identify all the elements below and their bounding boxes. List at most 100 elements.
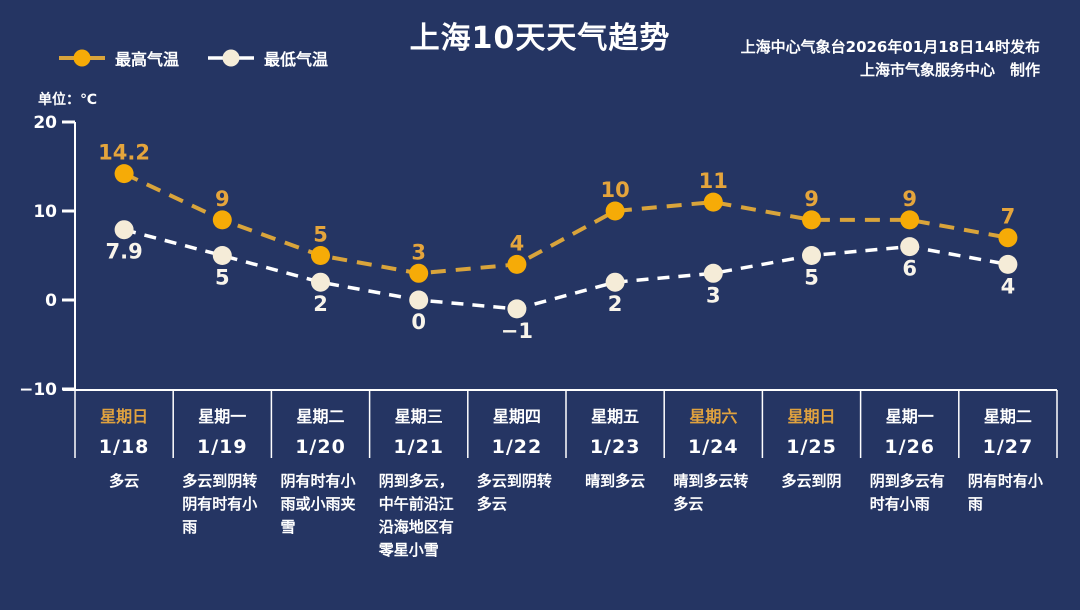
weather-text: 多云 [109,472,140,490]
low-temp-point [311,272,330,292]
day-column: 星期五 1/23 晴到多云 [566,390,664,562]
weekday-label: 星期四 [492,407,541,426]
weather-forecast: 阴有时有小雨 [959,470,1057,516]
high-temp-point [114,164,134,184]
weekday-label: 星期三 [394,407,443,426]
day-column: 星期一 1/26 阴到多云有时有小雨 [861,390,959,562]
weather-text: 多云到阴转多云 [476,472,552,513]
date-label: 1/26 [884,436,936,458]
day-columns: 星期日 1/18 多云 星期一 1/19 多云到阴转阴有时有小雨 星期二 1/2… [75,390,1057,562]
high-temp-point [605,201,625,221]
high-temp-value: 9 [902,187,917,211]
weather-forecast: 阴到多云，中午前沿江沿海地区有零星小雪 [370,470,468,562]
day-column: 星期三 1/21 阴到多云，中午前沿江沿海地区有零星小雪 [370,390,468,562]
low-temp-value: 5 [804,266,819,290]
high-temp-value: 3 [411,240,426,264]
high-temp-value: 4 [510,231,525,255]
low-temp-value: 4 [1001,274,1016,298]
legend-label-high: 最高气温 [115,50,180,69]
low-temp-value: 5 [215,266,230,290]
low-temp-legend-marker-icon [208,49,255,67]
weather-forecast: 多云到阴转阴有时有小雨 [173,470,271,539]
y-tick-label: 10 [33,202,57,222]
high-temp-point [212,210,232,230]
weather-text: 晴到多云 [585,472,646,490]
low-temp-point [802,246,821,265]
high-temp-point [802,210,821,230]
publisher-line1: 上海中心气象台2026年01月18日14时发布 [740,38,1040,56]
low-temp-point [998,254,1018,274]
weather-text: 阴到多云，中午前沿江沿海地区有零星小雪 [378,472,454,559]
weather-text: 多云到阴转阴有时有小雨 [182,472,258,536]
weather-text: 阴到多云有时有小雨 [869,472,945,513]
date-label: 1/21 [393,436,445,458]
low-temp-value: 2 [313,292,328,316]
high-temp-legend-marker-icon [59,49,105,67]
page-title: 上海10天天气趋势 [409,21,671,56]
chart-legend: 最高气温 最低气温 [58,46,328,70]
weather-forecast: 阴有时有小雨或小雨夹雪 [271,470,369,539]
weekday-label: 星期六 [689,407,738,426]
date-label: 1/27 [982,436,1034,458]
weekday-label: 星期一 [885,407,934,426]
day-column: 星期日 1/25 多云到阴 [762,390,860,562]
day-column: 星期一 1/19 多云到阴转阴有时有小雨 [173,390,271,562]
date-label: 1/24 [688,436,739,458]
high-temp-value: 10 [600,178,629,202]
high-temp-point [409,263,429,283]
date-label: 1/25 [786,436,837,458]
weather-text: 晴到多云转多云 [673,472,749,513]
day-column: 星期六 1/24 晴到多云转多云 [664,390,762,562]
weekday-label: 星期日 [100,407,149,426]
weekday-label: 星期二 [296,407,345,426]
low-temp-value: −1 [501,319,533,343]
high-temp-point [900,210,920,230]
weather-forecast: 晴到多云转多云 [664,470,762,516]
low-temp-point [212,246,232,265]
day-column: 星期日 1/18 多云 [75,390,173,562]
weekday-label: 星期五 [591,407,640,426]
low-temp-point [114,220,134,240]
y-tick-label: 0 [45,291,57,311]
low-temp-value: 3 [706,283,721,307]
publisher-info: 上海中心气象台2026年01月18日14时发布 上海市气象服务中心 制作 [741,36,1040,82]
high-temp-value: 5 [313,223,328,247]
low-temp-value: 0 [411,310,426,334]
low-temp-value: 2 [608,292,623,316]
low-temp-point [900,237,920,257]
date-label: 1/23 [589,436,641,458]
high-temp-value: 9 [804,187,819,211]
date-label: 1/18 [98,436,150,458]
weather-forecast: 晴到多云 [566,470,664,493]
low-temp-value: 7.9 [105,240,142,264]
date-label: 1/22 [491,436,543,458]
publisher-line2: 上海市气象服务中心 制作 [859,61,1040,79]
day-column: 星期四 1/22 多云到阴转多云 [468,390,566,562]
high-temp-value: 14.2 [98,141,150,165]
unit-label: 单位：℃ [38,92,97,108]
date-label: 1/20 [295,436,346,458]
high-temp-value: 11 [699,169,728,193]
weather-forecast: 多云到阴转多云 [468,470,566,516]
date-label: 1/19 [197,436,248,458]
high-temp-line [123,171,1009,276]
low-temp-line [123,228,1009,311]
day-column: 星期二 1/20 阴有时有小雨或小雨夹雪 [271,390,369,562]
weather-forecast: 多云 [75,470,173,493]
weekday-label: 星期一 [198,407,247,426]
y-tick-label: −10 [19,380,57,400]
high-temp-value: 7 [1001,205,1016,229]
weather-text: 阴有时有小雨或小雨夹雪 [280,472,356,536]
weather-forecast: 多云到阴 [762,470,860,493]
high-temp-value: 9 [215,187,230,211]
weather-forecast: 阴到多云有时有小雨 [861,470,959,516]
low-temp-value: 6 [902,257,917,281]
legend-item-low: 最低气温 [207,46,328,70]
weather-text: 多云到阴 [781,472,842,490]
low-temp-point [605,272,625,292]
high-temp-point [998,228,1018,248]
high-temp-point [703,192,723,212]
legend-label-low: 最低气温 [264,50,329,69]
